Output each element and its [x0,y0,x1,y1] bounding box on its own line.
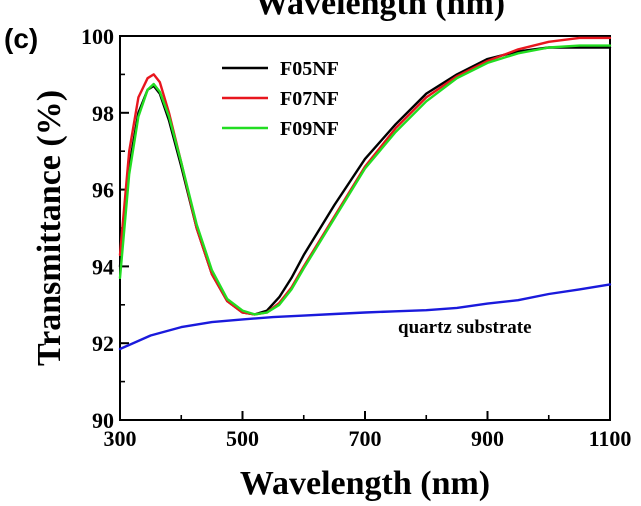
y-tick-label: 92 [92,331,114,356]
top-cropped-axis-label: Wavelength (nm) [255,0,505,22]
series-line-f05nf [118,46,612,316]
x-tick-label: 300 [104,426,137,451]
series-line-f09nf [118,44,612,316]
x-tick-label: 500 [226,426,259,451]
series-lines [118,36,612,351]
y-tick-label: 98 [92,101,114,126]
legend: F05NF F07NF F09NF [222,58,339,140]
y-tick-label: 94 [92,254,114,279]
y-tick-label: 90 [92,408,114,433]
x-tick-label: 1100 [589,426,632,451]
quartz-substrate-annotation: quartz substrate [398,317,532,338]
series-line-quartz-substrate [118,283,612,351]
y-tick-label: 96 [92,178,114,203]
x-axis-title: Wavelength (nm) [240,465,490,502]
panel-label: (c) [4,23,38,54]
x-tick-label: 700 [349,426,382,451]
x-tick-label: 900 [471,426,504,451]
legend-label: F05NF [280,58,339,80]
y-tick-label: 100 [81,24,114,49]
legend-label: F09NF [280,118,339,140]
plot-frame [119,35,611,421]
axis-ticks: 300 500 700 900 1100 90 92 94 96 98 100 [81,24,631,451]
legend-label: F07NF [280,88,339,110]
y-axis-title: Transmittance (%) [31,90,68,366]
series-line-f07nf [118,36,612,316]
